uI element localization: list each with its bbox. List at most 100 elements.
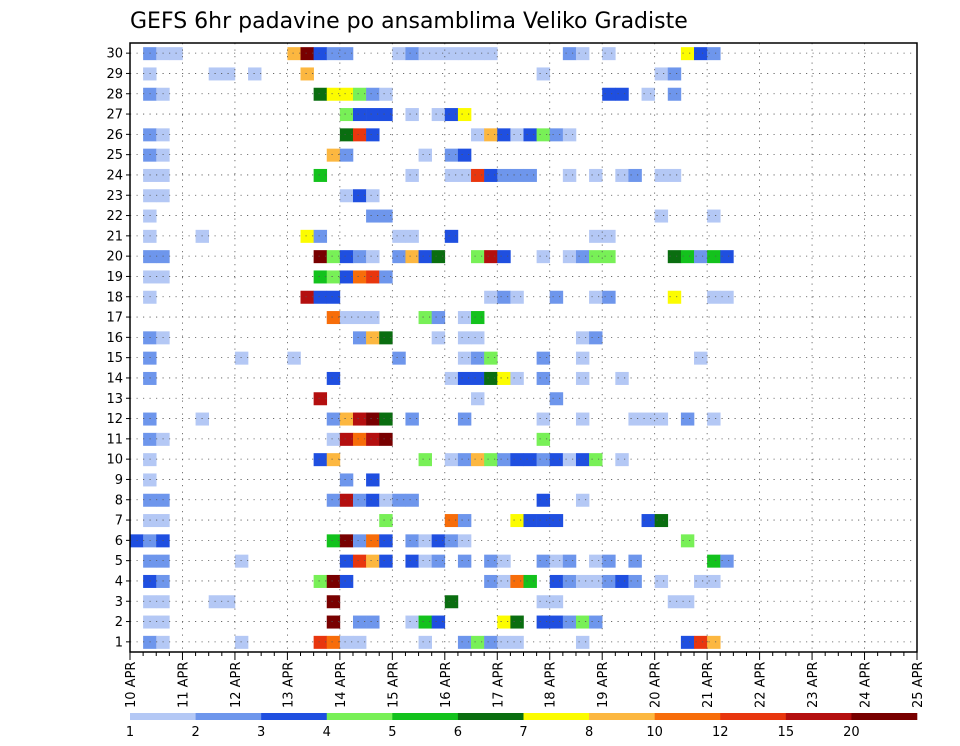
heatmap-cell xyxy=(313,290,328,304)
heatmap-cell xyxy=(339,148,354,162)
heatmap-cell xyxy=(339,108,354,122)
heatmap-cell xyxy=(366,432,380,446)
y-tick-label: 27 xyxy=(106,108,123,123)
heatmap-cell xyxy=(326,595,341,609)
heatmap-cell xyxy=(615,87,629,101)
heatmap-cell xyxy=(326,87,341,101)
heatmap-cell xyxy=(707,47,721,61)
heatmap-cell xyxy=(549,290,564,304)
y-tick-label: 13 xyxy=(106,392,123,407)
heatmap-cell xyxy=(615,168,629,182)
heatmap-cell xyxy=(457,514,472,528)
y-tick-label: 22 xyxy=(106,209,123,224)
heatmap-cell xyxy=(484,574,498,588)
heatmap-cell xyxy=(471,635,485,649)
heatmap-cell xyxy=(143,67,157,81)
heatmap-cell xyxy=(457,371,472,385)
x-tick-label: 25 APR xyxy=(911,662,926,708)
heatmap-cell xyxy=(589,168,603,182)
heatmap-cell xyxy=(418,250,432,264)
heatmap-cell xyxy=(457,47,472,61)
heatmap-cell xyxy=(497,250,511,264)
heatmap-cell xyxy=(156,331,170,345)
colorbar: 1 2 3 4 5 6 7 8 10 12 15 20 xyxy=(126,713,918,740)
x-tick-label: 20 APR xyxy=(649,662,664,708)
heatmap-cell xyxy=(471,47,485,61)
colorbar-segment xyxy=(720,713,787,720)
heatmap-cell xyxy=(431,615,446,629)
heatmap-cell xyxy=(143,473,157,487)
heatmap-cell xyxy=(536,67,551,81)
heatmap-cell xyxy=(602,87,616,101)
heatmap-cell xyxy=(313,453,328,467)
heatmap-cell xyxy=(221,595,236,609)
heatmap-cell xyxy=(667,290,682,304)
heatmap-cell xyxy=(313,87,328,101)
heatmap-cell xyxy=(366,270,380,284)
heatmap-cell xyxy=(667,87,682,101)
heatmap-cell xyxy=(484,554,498,568)
heatmap-cell xyxy=(575,493,590,507)
y-tick-label: 3 xyxy=(115,595,123,610)
heatmap-cell xyxy=(484,371,498,385)
heatmap-cell xyxy=(156,432,170,446)
heatmap-cell xyxy=(667,250,682,264)
x-tick-label: 13 APR xyxy=(281,662,296,708)
heatmap-cell xyxy=(366,128,380,142)
colorbar-segment xyxy=(261,713,328,720)
heatmap-cell xyxy=(484,47,498,61)
y-tick-label: 19 xyxy=(106,270,123,285)
x-tick-label: 21 APR xyxy=(701,662,716,708)
heatmap-cell xyxy=(589,250,603,264)
x-tick-label: 19 APR xyxy=(596,662,611,708)
heatmap-cell xyxy=(379,87,393,101)
heatmap-cell xyxy=(379,554,393,568)
heatmap-cell xyxy=(720,290,734,304)
colorbar-label: 3 xyxy=(257,725,265,740)
heatmap-cell xyxy=(352,493,367,507)
heatmap-cell xyxy=(326,250,341,264)
heatmap-cell xyxy=(300,47,314,61)
colorbar-label: 20 xyxy=(843,725,860,740)
y-tick-label: 23 xyxy=(106,189,123,204)
heatmap-cell xyxy=(602,229,616,243)
heatmap-cell xyxy=(208,595,223,609)
heatmap-cell xyxy=(471,392,485,406)
heatmap-cell xyxy=(405,493,419,507)
heatmap-cell xyxy=(313,635,328,649)
x-tick-label: 23 APR xyxy=(806,662,821,708)
heatmap-cell xyxy=(707,290,721,304)
heatmap-cell xyxy=(471,250,485,264)
heatmap-cell xyxy=(156,270,170,284)
heatmap-cell xyxy=(431,311,446,325)
heatmap-cell xyxy=(720,250,734,264)
heatmap-cell xyxy=(549,392,564,406)
heatmap-cell xyxy=(339,473,354,487)
heatmap-cell xyxy=(392,250,406,264)
heatmap-cell xyxy=(497,168,511,182)
heatmap-cell xyxy=(575,351,590,365)
heatmap-cell xyxy=(510,453,524,467)
heatmap-cell xyxy=(326,311,341,325)
heatmap-cell xyxy=(313,270,328,284)
heatmap-cell xyxy=(562,615,577,629)
heatmap-cell xyxy=(195,229,209,243)
heatmap-cell xyxy=(418,47,432,61)
heatmap-cell xyxy=(143,250,157,264)
heatmap-cell xyxy=(143,351,157,365)
heatmap-cell xyxy=(549,615,564,629)
y-tick-label: 21 xyxy=(106,229,123,244)
heatmap-cell xyxy=(589,574,603,588)
heatmap-cell xyxy=(602,290,616,304)
heatmap-cell xyxy=(457,534,472,548)
heatmap-cell xyxy=(575,331,590,345)
heatmap-cell xyxy=(457,412,472,426)
heatmap-cell xyxy=(143,209,157,223)
heatmap-cell xyxy=(326,493,341,507)
heatmap-cell xyxy=(549,514,564,528)
heatmap-cell xyxy=(654,574,669,588)
heatmap-cell xyxy=(143,453,157,467)
heatmap-cell xyxy=(352,534,367,548)
heatmap-cell xyxy=(720,554,734,568)
